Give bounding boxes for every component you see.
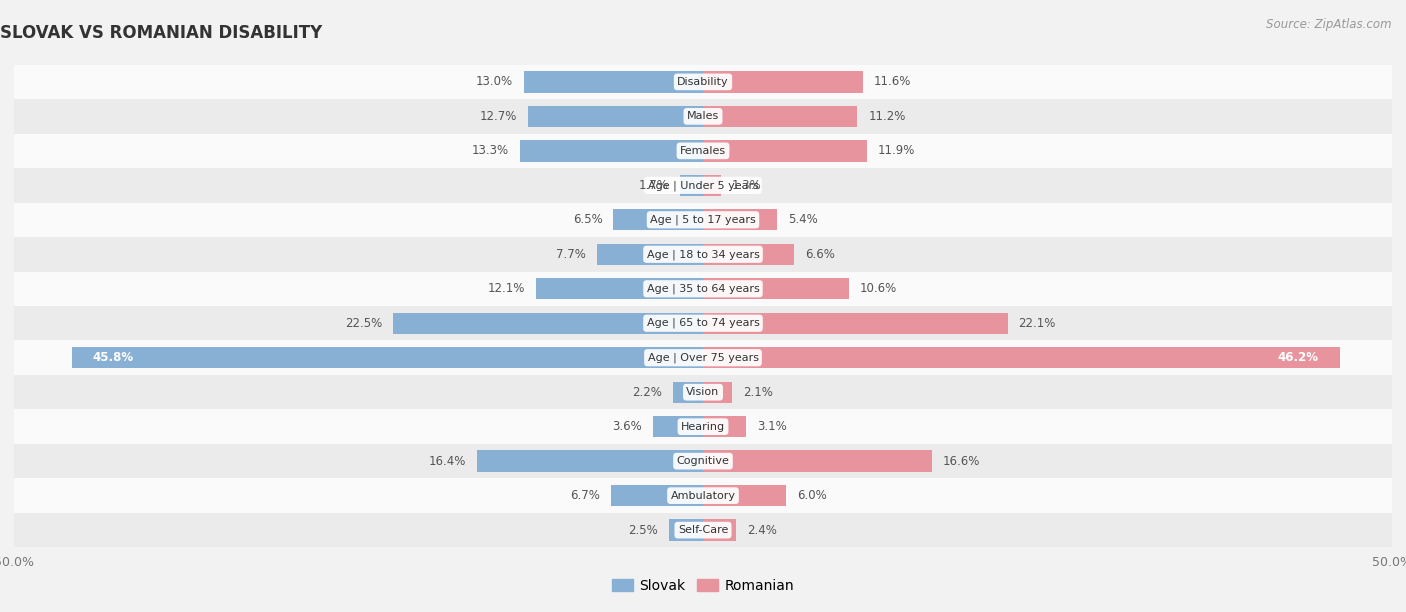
Text: 2.2%: 2.2%: [631, 386, 662, 398]
Text: Vision: Vision: [686, 387, 720, 397]
Text: Self-Care: Self-Care: [678, 525, 728, 535]
Legend: Slovak, Romanian: Slovak, Romanian: [612, 579, 794, 593]
Bar: [14, 479, 1392, 513]
Bar: [703, 244, 794, 265]
Bar: [703, 416, 745, 438]
Bar: [679, 174, 703, 196]
Bar: [14, 340, 1392, 375]
Bar: [703, 520, 737, 541]
Text: Age | Over 75 years: Age | Over 75 years: [648, 353, 758, 363]
Text: 22.5%: 22.5%: [344, 317, 382, 330]
Text: 12.1%: 12.1%: [488, 282, 526, 295]
Text: 12.7%: 12.7%: [479, 110, 517, 123]
Bar: [14, 272, 1392, 306]
Bar: [536, 278, 703, 299]
Bar: [392, 313, 703, 334]
Bar: [703, 450, 932, 472]
Text: Females: Females: [681, 146, 725, 156]
Text: 2.5%: 2.5%: [628, 524, 658, 537]
Bar: [610, 485, 703, 506]
Bar: [613, 209, 703, 231]
Text: 16.4%: 16.4%: [429, 455, 465, 468]
Text: 46.2%: 46.2%: [1278, 351, 1319, 364]
Bar: [14, 444, 1392, 479]
Bar: [477, 450, 703, 472]
Bar: [14, 133, 1392, 168]
Text: 7.7%: 7.7%: [555, 248, 586, 261]
Text: Age | Under 5 years: Age | Under 5 years: [648, 180, 758, 190]
Text: 10.6%: 10.6%: [860, 282, 897, 295]
Text: Ambulatory: Ambulatory: [671, 491, 735, 501]
Text: SLOVAK VS ROMANIAN DISABILITY: SLOVAK VS ROMANIAN DISABILITY: [0, 24, 322, 42]
Bar: [703, 209, 778, 231]
Bar: [14, 168, 1392, 203]
Bar: [703, 140, 868, 162]
Text: 3.1%: 3.1%: [756, 420, 786, 433]
Text: 11.9%: 11.9%: [877, 144, 915, 157]
Text: 16.6%: 16.6%: [943, 455, 980, 468]
Text: 6.7%: 6.7%: [569, 489, 599, 502]
Bar: [703, 174, 721, 196]
Bar: [703, 485, 786, 506]
Text: Age | 18 to 34 years: Age | 18 to 34 years: [647, 249, 759, 259]
Bar: [654, 416, 703, 438]
Text: Age | 5 to 17 years: Age | 5 to 17 years: [650, 215, 756, 225]
Text: 6.0%: 6.0%: [797, 489, 827, 502]
Bar: [703, 313, 1008, 334]
Text: 3.6%: 3.6%: [613, 420, 643, 433]
Bar: [14, 237, 1392, 272]
Text: 1.3%: 1.3%: [733, 179, 762, 192]
Bar: [14, 99, 1392, 133]
Bar: [703, 278, 849, 299]
Bar: [524, 71, 703, 92]
Bar: [14, 409, 1392, 444]
Bar: [529, 106, 703, 127]
Bar: [703, 381, 733, 403]
Bar: [14, 513, 1392, 547]
Text: Source: ZipAtlas.com: Source: ZipAtlas.com: [1267, 18, 1392, 31]
Bar: [14, 306, 1392, 340]
Text: 13.0%: 13.0%: [475, 75, 513, 88]
Text: 5.4%: 5.4%: [789, 214, 818, 226]
Bar: [669, 520, 703, 541]
Bar: [14, 375, 1392, 409]
Text: 6.6%: 6.6%: [806, 248, 835, 261]
Text: 1.7%: 1.7%: [638, 179, 669, 192]
Bar: [598, 244, 703, 265]
Text: 11.2%: 11.2%: [869, 110, 905, 123]
Text: 11.6%: 11.6%: [875, 75, 911, 88]
Bar: [672, 381, 703, 403]
Bar: [72, 347, 703, 368]
Text: 22.1%: 22.1%: [1018, 317, 1056, 330]
Bar: [703, 71, 863, 92]
Text: Age | 65 to 74 years: Age | 65 to 74 years: [647, 318, 759, 329]
Text: 13.3%: 13.3%: [471, 144, 509, 157]
Bar: [14, 65, 1392, 99]
Text: 2.1%: 2.1%: [742, 386, 773, 398]
Text: 45.8%: 45.8%: [93, 351, 134, 364]
Text: 2.4%: 2.4%: [747, 524, 778, 537]
Bar: [703, 347, 1340, 368]
Bar: [520, 140, 703, 162]
Bar: [703, 106, 858, 127]
Text: Cognitive: Cognitive: [676, 456, 730, 466]
Bar: [14, 203, 1392, 237]
Text: 6.5%: 6.5%: [572, 214, 602, 226]
Text: Age | 35 to 64 years: Age | 35 to 64 years: [647, 283, 759, 294]
Text: Males: Males: [688, 111, 718, 121]
Text: Disability: Disability: [678, 77, 728, 87]
Text: Hearing: Hearing: [681, 422, 725, 431]
